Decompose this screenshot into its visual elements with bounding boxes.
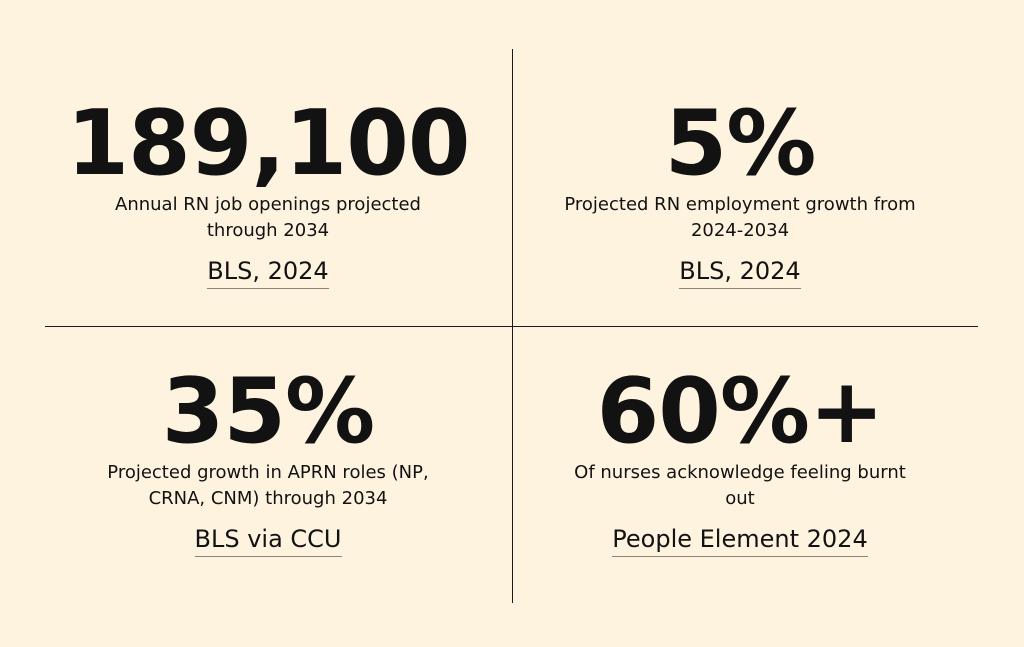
stat-card-rn-growth: 5% Projected RN employment growth from 2… bbox=[520, 96, 960, 289]
stat-source-link[interactable]: BLS, 2024 bbox=[207, 256, 329, 289]
stat-source-link[interactable]: People Element 2024 bbox=[612, 524, 868, 557]
stat-description: Projected growth in APRN roles (NP, CRNA… bbox=[107, 462, 429, 509]
stat-description: Of nurses acknowledge feeling burnt out bbox=[574, 462, 906, 509]
stat-value: 189,100 bbox=[66, 91, 471, 196]
stat-source-link[interactable]: BLS via CCU bbox=[194, 524, 342, 557]
stat-description: Projected RN employment growth from 2024… bbox=[564, 194, 916, 241]
stat-card-burnout: 60%+ Of nurses acknowledge feeling burnt… bbox=[520, 364, 960, 557]
stat-value: 35% bbox=[161, 359, 375, 464]
horizontal-divider bbox=[45, 326, 978, 327]
stat-source-link[interactable]: BLS, 2024 bbox=[679, 256, 801, 289]
stat-card-rn-openings: 189,100 Annual RN job openings projected… bbox=[48, 96, 488, 289]
stat-value: 5% bbox=[664, 91, 817, 196]
stat-card-aprn-growth: 35% Projected growth in APRN roles (NP, … bbox=[48, 364, 488, 557]
stat-value: 60%+ bbox=[596, 359, 885, 464]
stat-description: Annual RN job openings projected through… bbox=[115, 194, 421, 241]
